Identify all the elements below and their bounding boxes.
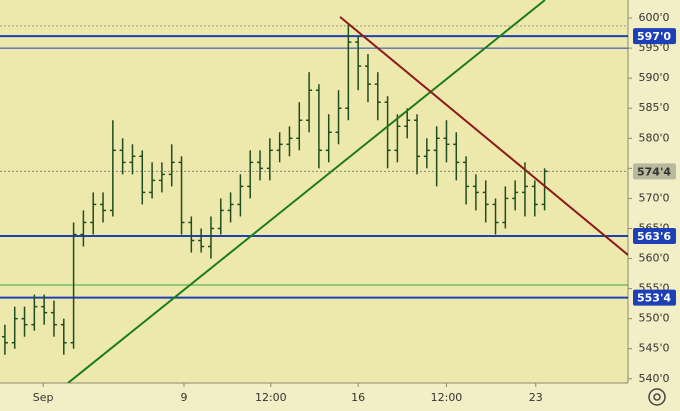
ohlc-bar [90,192,97,235]
ohlc-bar [394,114,401,163]
ohlc-bar [50,300,57,337]
ohlc-bar [482,180,489,223]
ohlc-bar [325,114,332,163]
level-label-box [633,28,676,45]
ohlc-bar [521,162,528,217]
level-label: 574'4 [637,165,671,178]
y-tick-label: 550'0 [638,312,669,325]
ohlc-bar [384,96,391,169]
trend-line [339,16,628,256]
ohlc-bar [502,186,509,229]
level-label: 563'6 [637,230,671,243]
ohlc-bar [266,138,273,181]
y-tick-label: 600'0 [638,11,669,24]
y-tick-label: 585'0 [638,101,669,114]
ohlc-bar [1,324,8,355]
ohlc-bar [433,126,440,187]
ohlc-bar [247,150,254,199]
ohlc-bar [541,168,548,211]
trend-line [67,0,546,383]
ohlc-bar [100,192,107,223]
x-tick-label: 12:00 [255,391,287,404]
y-tick-label: 580'0 [638,131,669,144]
gear-center[interactable] [653,393,661,401]
level-label: 597'0 [637,30,671,43]
ohlc-bar [374,72,381,121]
level-label-box [633,289,676,306]
ohlc-bar [119,138,126,175]
ohlc-bar [463,156,470,205]
ohlc-bar [492,198,499,235]
ohlc-bar [149,162,156,199]
ohlc-bar [531,180,538,217]
x-tick-label: 12:00 [431,391,463,404]
ohlc-bar [139,150,146,205]
ohlc-bar [217,198,224,235]
ohlc-bar [414,114,421,175]
y-tick-label: 590'0 [638,71,669,84]
x-tick-label: Sep [33,391,54,404]
ohlc-bar [286,126,293,157]
ohlc-bar [178,156,185,235]
x-tick-label: 23 [529,391,543,404]
ohlc-bar [129,144,136,175]
level-label-box [633,227,676,244]
ohlc-bar [227,192,234,223]
ohlc-bar [207,216,214,259]
ohlc-bar [70,222,77,349]
ohlc-bar [31,294,38,331]
level-label-box [633,163,676,180]
ohlc-bar [364,54,371,103]
ohlc-bar [188,216,195,253]
y-tick-label: 545'0 [638,342,669,355]
ohlc-bar [11,306,18,349]
ohlc-bar [41,294,48,325]
ohlc-bar [355,36,362,91]
x-tick-label: 16 [351,391,365,404]
plot-area [0,0,628,383]
y-tick-label: 540'0 [638,372,669,385]
ohlc-bar [80,210,87,247]
ohlc-bar [237,174,244,217]
ohlc-bar [315,84,322,169]
ohlc-bar [453,132,460,181]
ohlc-bar [404,108,411,139]
plot [0,0,628,383]
ohlc-bar [296,102,303,151]
settings-button[interactable] [648,388,666,406]
ohlc-bar [60,318,67,355]
y-tick-label: 570'0 [638,191,669,204]
ohlc-bar [345,24,352,121]
ohlc-bar [21,306,28,337]
ohlc-bar [443,120,450,163]
ohlc-bar [276,132,283,163]
ohlc-bar [472,174,479,211]
time-axis [0,383,628,411]
y-tick-label: 560'0 [638,252,669,265]
ohlc-bar [512,180,519,211]
ohlc-bar [168,144,175,187]
ohlc-bar [109,120,116,217]
ohlc-bar [335,90,342,145]
x-tick-label: 9 [180,391,187,404]
gear-icon[interactable] [648,388,666,406]
price-axis [628,0,680,411]
ohlc-bar [158,162,165,193]
ohlc-bar [198,228,205,253]
ohlc-bar [257,150,264,181]
ohlc-bar [306,72,313,133]
y-tick-label: 595'0 [638,41,669,54]
level-label: 553'4 [637,292,671,305]
ohlc-bar [423,138,430,169]
